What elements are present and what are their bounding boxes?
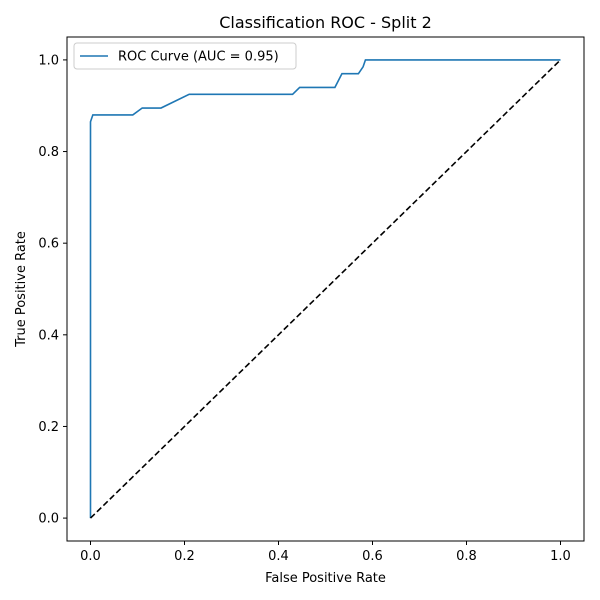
y-axis-ticks: 0.0 0.2 0.4 0.6 0.8 1.0	[38, 53, 67, 527]
x-tick-label: 1.0	[550, 549, 571, 564]
y-tick-label: 1.0	[38, 53, 59, 68]
x-tick-label: 0.6	[362, 549, 383, 564]
x-tick-label: 0.8	[456, 549, 477, 564]
chance-diagonal-line	[89, 59, 562, 519]
y-tick-label: 0.6	[38, 237, 59, 252]
plot-frame	[66, 36, 585, 542]
roc-curve-line	[89, 59, 561, 519]
x-tick-label: 0.4	[268, 549, 289, 564]
y-tick-label: 0.8	[38, 145, 59, 160]
y-tick-label: 0.4	[38, 328, 59, 343]
y-tick-label: 0.0	[38, 512, 59, 527]
x-axis-ticks: 0.0 0.2 0.4 0.6 0.8 1.0	[80, 541, 571, 564]
x-axis-label: False Positive Rate	[265, 571, 386, 586]
plot-area	[66, 36, 585, 542]
legend-box	[73, 42, 297, 70]
legend: ROC Curve (AUC = 0.95)	[73, 42, 297, 70]
legend-label-roc: ROC Curve (AUC = 0.95)	[118, 50, 279, 65]
y-tick-label: 0.2	[38, 420, 59, 435]
y-axis-label: True Positive Rate	[14, 231, 29, 348]
x-tick-label: 0.0	[80, 549, 101, 564]
series-layer	[89, 59, 562, 519]
chart-title: Classification ROC - Split 2	[219, 13, 432, 32]
x-tick-label: 0.2	[174, 549, 195, 564]
